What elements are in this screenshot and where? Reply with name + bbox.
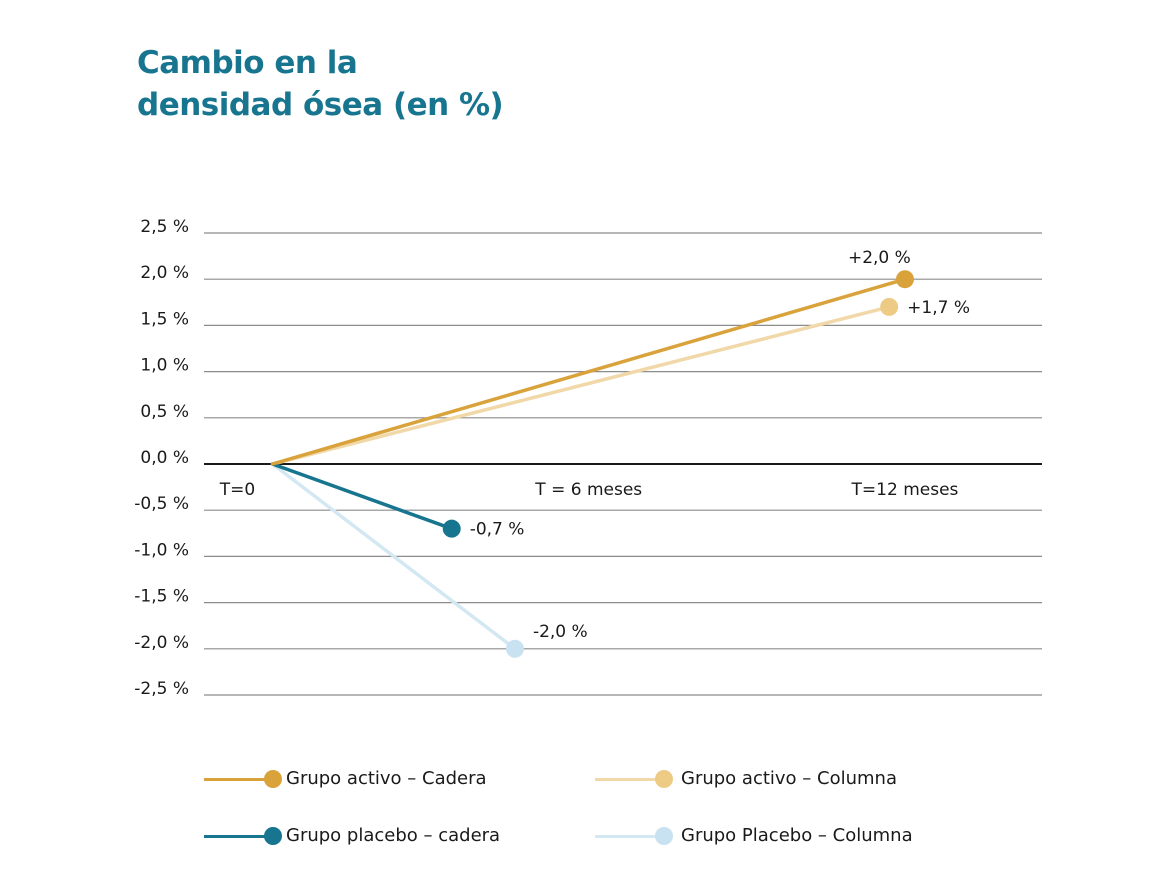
data-point (442, 519, 461, 538)
series-line (270, 305, 891, 466)
legend-line (595, 834, 665, 838)
series-lines (270, 270, 914, 658)
chart-title: Cambio en la densidad ósea (en %) (137, 42, 504, 126)
legend-item-placebo-cadera: Grupo placebo – cadera (204, 825, 500, 846)
data-label: -2,0 % (533, 622, 588, 642)
legend-dot (655, 826, 673, 845)
y-tick-label: 0,0 % (140, 448, 189, 468)
y-tick-label: -2,0 % (134, 633, 189, 653)
x-axis-ticks: T=0 T = 6 meses T=12 meses (219, 480, 959, 500)
legend-swatch (204, 826, 284, 846)
gridlines (204, 232, 1042, 696)
x-tick-label: T=12 meses (851, 480, 959, 500)
x-tick-label: T = 6 meses (534, 480, 642, 500)
y-tick-label: 2,5 % (140, 217, 189, 237)
data-point (880, 297, 899, 316)
y-tick-label: -1,5 % (134, 587, 189, 607)
legend-swatch (595, 826, 675, 846)
series-line (270, 462, 517, 651)
y-tick-label: -0,5 % (134, 494, 189, 514)
legend-label: Grupo Placebo – Columna (681, 825, 913, 846)
data-point (895, 270, 914, 289)
y-tick-label: 1,0 % (140, 356, 189, 376)
legend-line (204, 777, 274, 781)
legend-swatch (204, 769, 284, 789)
legend-label: Grupo activo – Cadera (286, 768, 487, 789)
legend-dot (655, 769, 673, 788)
legend-item-activo-cadera: Grupo activo – Cadera (204, 768, 487, 789)
data-labels: +2,0 % +1,7 % -0,7 % -2,0 % (470, 248, 970, 642)
y-tick-label: -2,5 % (134, 679, 189, 699)
legend-dot (264, 826, 282, 845)
y-tick-label: 0,5 % (140, 402, 189, 422)
data-point (505, 639, 524, 658)
legend-item-placebo-columna: Grupo Placebo – Columna (595, 825, 913, 846)
x-tick-label: T=0 (219, 480, 255, 500)
data-label: -0,7 % (470, 520, 525, 540)
y-tick-label: 1,5 % (140, 309, 189, 329)
legend-item-activo-columna: Grupo activo – Columna (595, 768, 897, 789)
y-axis-ticks: 2,5 % 2,0 % 1,5 % 1,0 % 0,5 % 0,0 % -0,5 % -1,0… (134, 217, 189, 699)
y-tick-label: -1,0 % (134, 540, 189, 560)
legend-line (595, 777, 665, 781)
series-line (270, 462, 454, 531)
legend-label: Grupo placebo – cadera (286, 825, 501, 846)
legend-line (204, 834, 274, 838)
legend-label: Grupo activo – Columna (681, 768, 897, 789)
legend-dot (264, 769, 282, 788)
data-label: +1,7 % (907, 298, 970, 318)
y-tick-label: 2,0 % (140, 263, 189, 283)
data-label: +2,0 % (848, 248, 911, 268)
chart-title-line-1: Cambio en la (137, 45, 358, 81)
chart-title-line-2: densidad ósea (en %) (137, 87, 504, 123)
series-line (270, 277, 907, 466)
legend-swatch (595, 769, 675, 789)
